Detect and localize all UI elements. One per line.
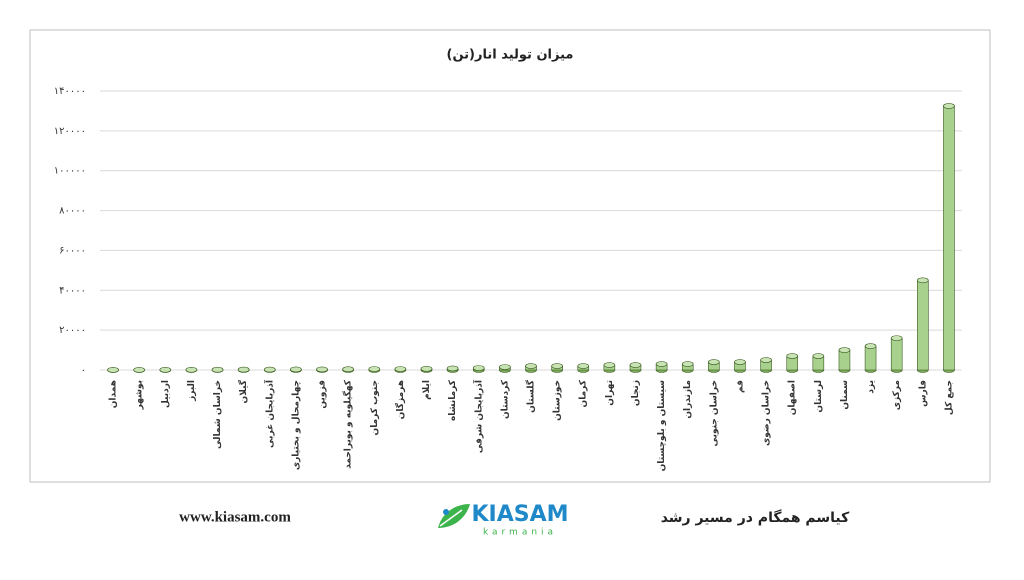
bar-top <box>264 367 275 372</box>
x-tick-label: فارس <box>918 380 928 407</box>
x-tick-label: کرمان <box>579 379 589 407</box>
bar-top <box>317 367 328 372</box>
x-tick-label: خوزستان <box>553 380 563 421</box>
y-tick-label: ۱۴۰۰۰۰ <box>54 86 86 97</box>
bar-top <box>212 367 223 372</box>
x-tick-label: مرکزی <box>892 380 902 410</box>
bar-top <box>552 364 563 369</box>
x-tick-label: البرز <box>187 380 197 402</box>
bar-top <box>238 367 249 372</box>
bar-top <box>395 367 406 372</box>
x-tick-label: کرمانشاه <box>448 379 458 421</box>
bar-top <box>813 354 824 359</box>
x-tick-label: کهگیلویه و بویراحمد <box>342 379 354 469</box>
bar-top <box>917 278 928 283</box>
y-tick-label: ۲۰۰۰۰ <box>59 325 86 336</box>
x-tick-label: آذربایجان غربی <box>263 379 275 448</box>
bar-top <box>787 354 798 359</box>
x-tick-label: سمنان <box>840 380 850 410</box>
bar <box>865 346 876 370</box>
x-tick-label: کردستان <box>500 379 510 419</box>
bar-top <box>682 362 693 367</box>
website: www.kiasam.com <box>179 509 291 525</box>
bar-top <box>578 364 589 369</box>
bar-top <box>865 344 876 349</box>
x-tick-label: یزد <box>866 380 876 394</box>
y-tick-label: ۸۰۰۰۰ <box>59 206 86 217</box>
x-tick-label: گلستان <box>525 379 537 413</box>
bar-top <box>708 360 719 365</box>
bar <box>891 338 902 370</box>
bar-top <box>108 367 119 372</box>
x-tick-label: خراسان شمالی <box>213 380 223 449</box>
bar-top <box>134 367 145 372</box>
bar-top <box>526 364 537 369</box>
y-tick-label: ۱۲۰۰۰۰ <box>54 126 86 137</box>
bar-top <box>343 367 354 372</box>
y-tick-label: ۱۰۰۰۰۰ <box>54 166 86 177</box>
x-tick-label: جنوب کرمان <box>370 380 380 435</box>
x-tick-label: خراسان جنوبی <box>709 380 719 447</box>
logo-icon <box>438 504 470 528</box>
x-tick-label: جمع کل <box>944 380 954 415</box>
bar-top <box>734 360 745 365</box>
x-tick-label: زنجان <box>631 380 641 406</box>
bar-top <box>499 365 510 370</box>
x-tick-label: قم <box>735 380 745 393</box>
x-tick-label: هرمزگان <box>394 380 406 419</box>
bar-top <box>943 103 954 108</box>
bar <box>917 280 928 370</box>
slogan: کیاسم همگام در مسیر رشد <box>661 509 850 526</box>
bar-top <box>630 363 641 368</box>
x-tick-label: خراسان رضوی <box>762 380 772 446</box>
x-tick-label: اصفهان <box>788 380 798 415</box>
bar-top <box>604 363 615 368</box>
bar <box>943 106 954 370</box>
y-tick-label: ۰ <box>81 365 86 376</box>
bar <box>839 350 850 370</box>
bar-top <box>839 348 850 353</box>
bar-top <box>186 367 197 372</box>
bar-top <box>160 367 171 372</box>
bar-top <box>656 362 667 367</box>
x-tick-label: بوشهر <box>135 380 145 410</box>
bar-top <box>421 366 432 371</box>
y-tick-label: ۴۰۰۰۰ <box>59 285 86 296</box>
logo-sub: karmania <box>483 528 557 538</box>
x-tick-label: لرستان <box>814 380 824 413</box>
x-tick-label: تهران <box>605 380 615 406</box>
x-tick-label: همدان <box>109 380 119 408</box>
x-tick-label: ایلام <box>422 380 432 400</box>
x-tick-label: اردبیل <box>161 380 171 408</box>
logo-name: KIASAM <box>471 502 568 527</box>
x-tick-label: قزوین <box>318 380 328 409</box>
bar-top <box>473 366 484 371</box>
x-tick-label: آذربایجان شرقی <box>472 379 484 453</box>
bar-top <box>369 367 380 372</box>
x-tick-label: سیستان و بلوچستان <box>657 380 667 472</box>
chart-title: میزان تولید انار(تن) <box>447 48 574 63</box>
y-tick-label: ۶۰۰۰۰ <box>59 245 86 256</box>
bar-top <box>891 336 902 341</box>
x-tick-label: مازندران <box>683 380 693 419</box>
bar-top <box>447 366 458 371</box>
x-tick-label: گیلان <box>237 379 249 403</box>
bar-top <box>290 367 301 372</box>
x-tick-label: چهارمحال و بختیاری <box>291 380 301 470</box>
bar-top <box>761 358 772 363</box>
